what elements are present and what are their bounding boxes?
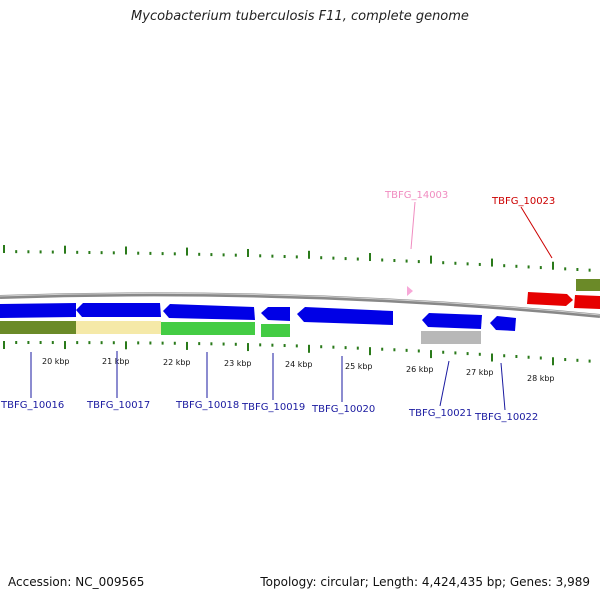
gene-blue-2[interactable] <box>76 303 161 317</box>
lower-tick-row <box>3 341 591 366</box>
leader-lines <box>30 201 553 411</box>
gene-blue-4[interactable] <box>261 307 290 321</box>
gene-label-tbfg-10016[interactable]: TBFG_10016 <box>0 400 64 411</box>
upper-tick-row <box>3 245 591 272</box>
scale-tick-label: 24 kbp <box>285 360 313 369</box>
scale-tick-label: 26 kbp <box>406 365 434 374</box>
scale-tick-label: 22 kbp <box>163 358 191 367</box>
feature-pale-yellow[interactable] <box>76 321 161 334</box>
gene-blue-7[interactable] <box>490 316 516 331</box>
gene-label-tbfg-10020[interactable]: TBFG_10020 <box>311 404 375 415</box>
scale-tick-label: 25 kbp <box>345 362 373 371</box>
feature-green-2[interactable] <box>261 324 290 337</box>
feature-olive[interactable] <box>0 321 76 334</box>
scale-tick-label: 20 kbp <box>42 357 70 366</box>
feature-grey[interactable] <box>421 331 481 344</box>
gene-label-tbfg-10021[interactable]: TBFG_10021 <box>408 408 472 419</box>
accession-text: Accession: NC_009565 <box>8 575 145 589</box>
trna-marker[interactable] <box>407 286 413 296</box>
feature-green-1[interactable] <box>161 322 255 335</box>
gene-label-tbfg-10023[interactable]: TBFG_10023 <box>491 196 555 207</box>
genome-backbone-highlight <box>0 292 600 316</box>
genome-backbone <box>0 292 600 318</box>
gene-blue-1[interactable] <box>0 303 76 318</box>
gene-red-2[interactable] <box>574 295 600 309</box>
gene-label-tbfg-10019[interactable]: TBFG_10019 <box>241 402 305 413</box>
map-title: Mycobacterium tuberculosis F11, complete… <box>131 9 469 24</box>
gene-label-tbfg-10018[interactable]: TBFG_10018 <box>175 400 239 411</box>
scale-tick-label: 28 kbp <box>527 374 555 383</box>
gene-red-1[interactable] <box>527 292 573 306</box>
scale-tick-label: 21 kbp <box>102 357 130 366</box>
gene-blue-5[interactable] <box>297 307 393 325</box>
topology-text: Topology: circular; Length: 4,424,435 bp… <box>260 575 590 589</box>
gene-label-tbfg-14003[interactable]: TBFG_14003 <box>384 190 448 201</box>
gene-label-tbfg-10022[interactable]: TBFG_10022 <box>474 412 538 423</box>
gene-label-tbfg-10017[interactable]: TBFG_10017 <box>86 400 150 411</box>
gene-blue-3[interactable] <box>163 304 255 320</box>
scale-tick-label: 23 kbp <box>224 359 252 368</box>
scale-tick-label: 27 kbp <box>466 368 494 377</box>
gene-blue-6[interactable] <box>422 313 482 329</box>
gene-olive-right[interactable] <box>576 279 600 291</box>
